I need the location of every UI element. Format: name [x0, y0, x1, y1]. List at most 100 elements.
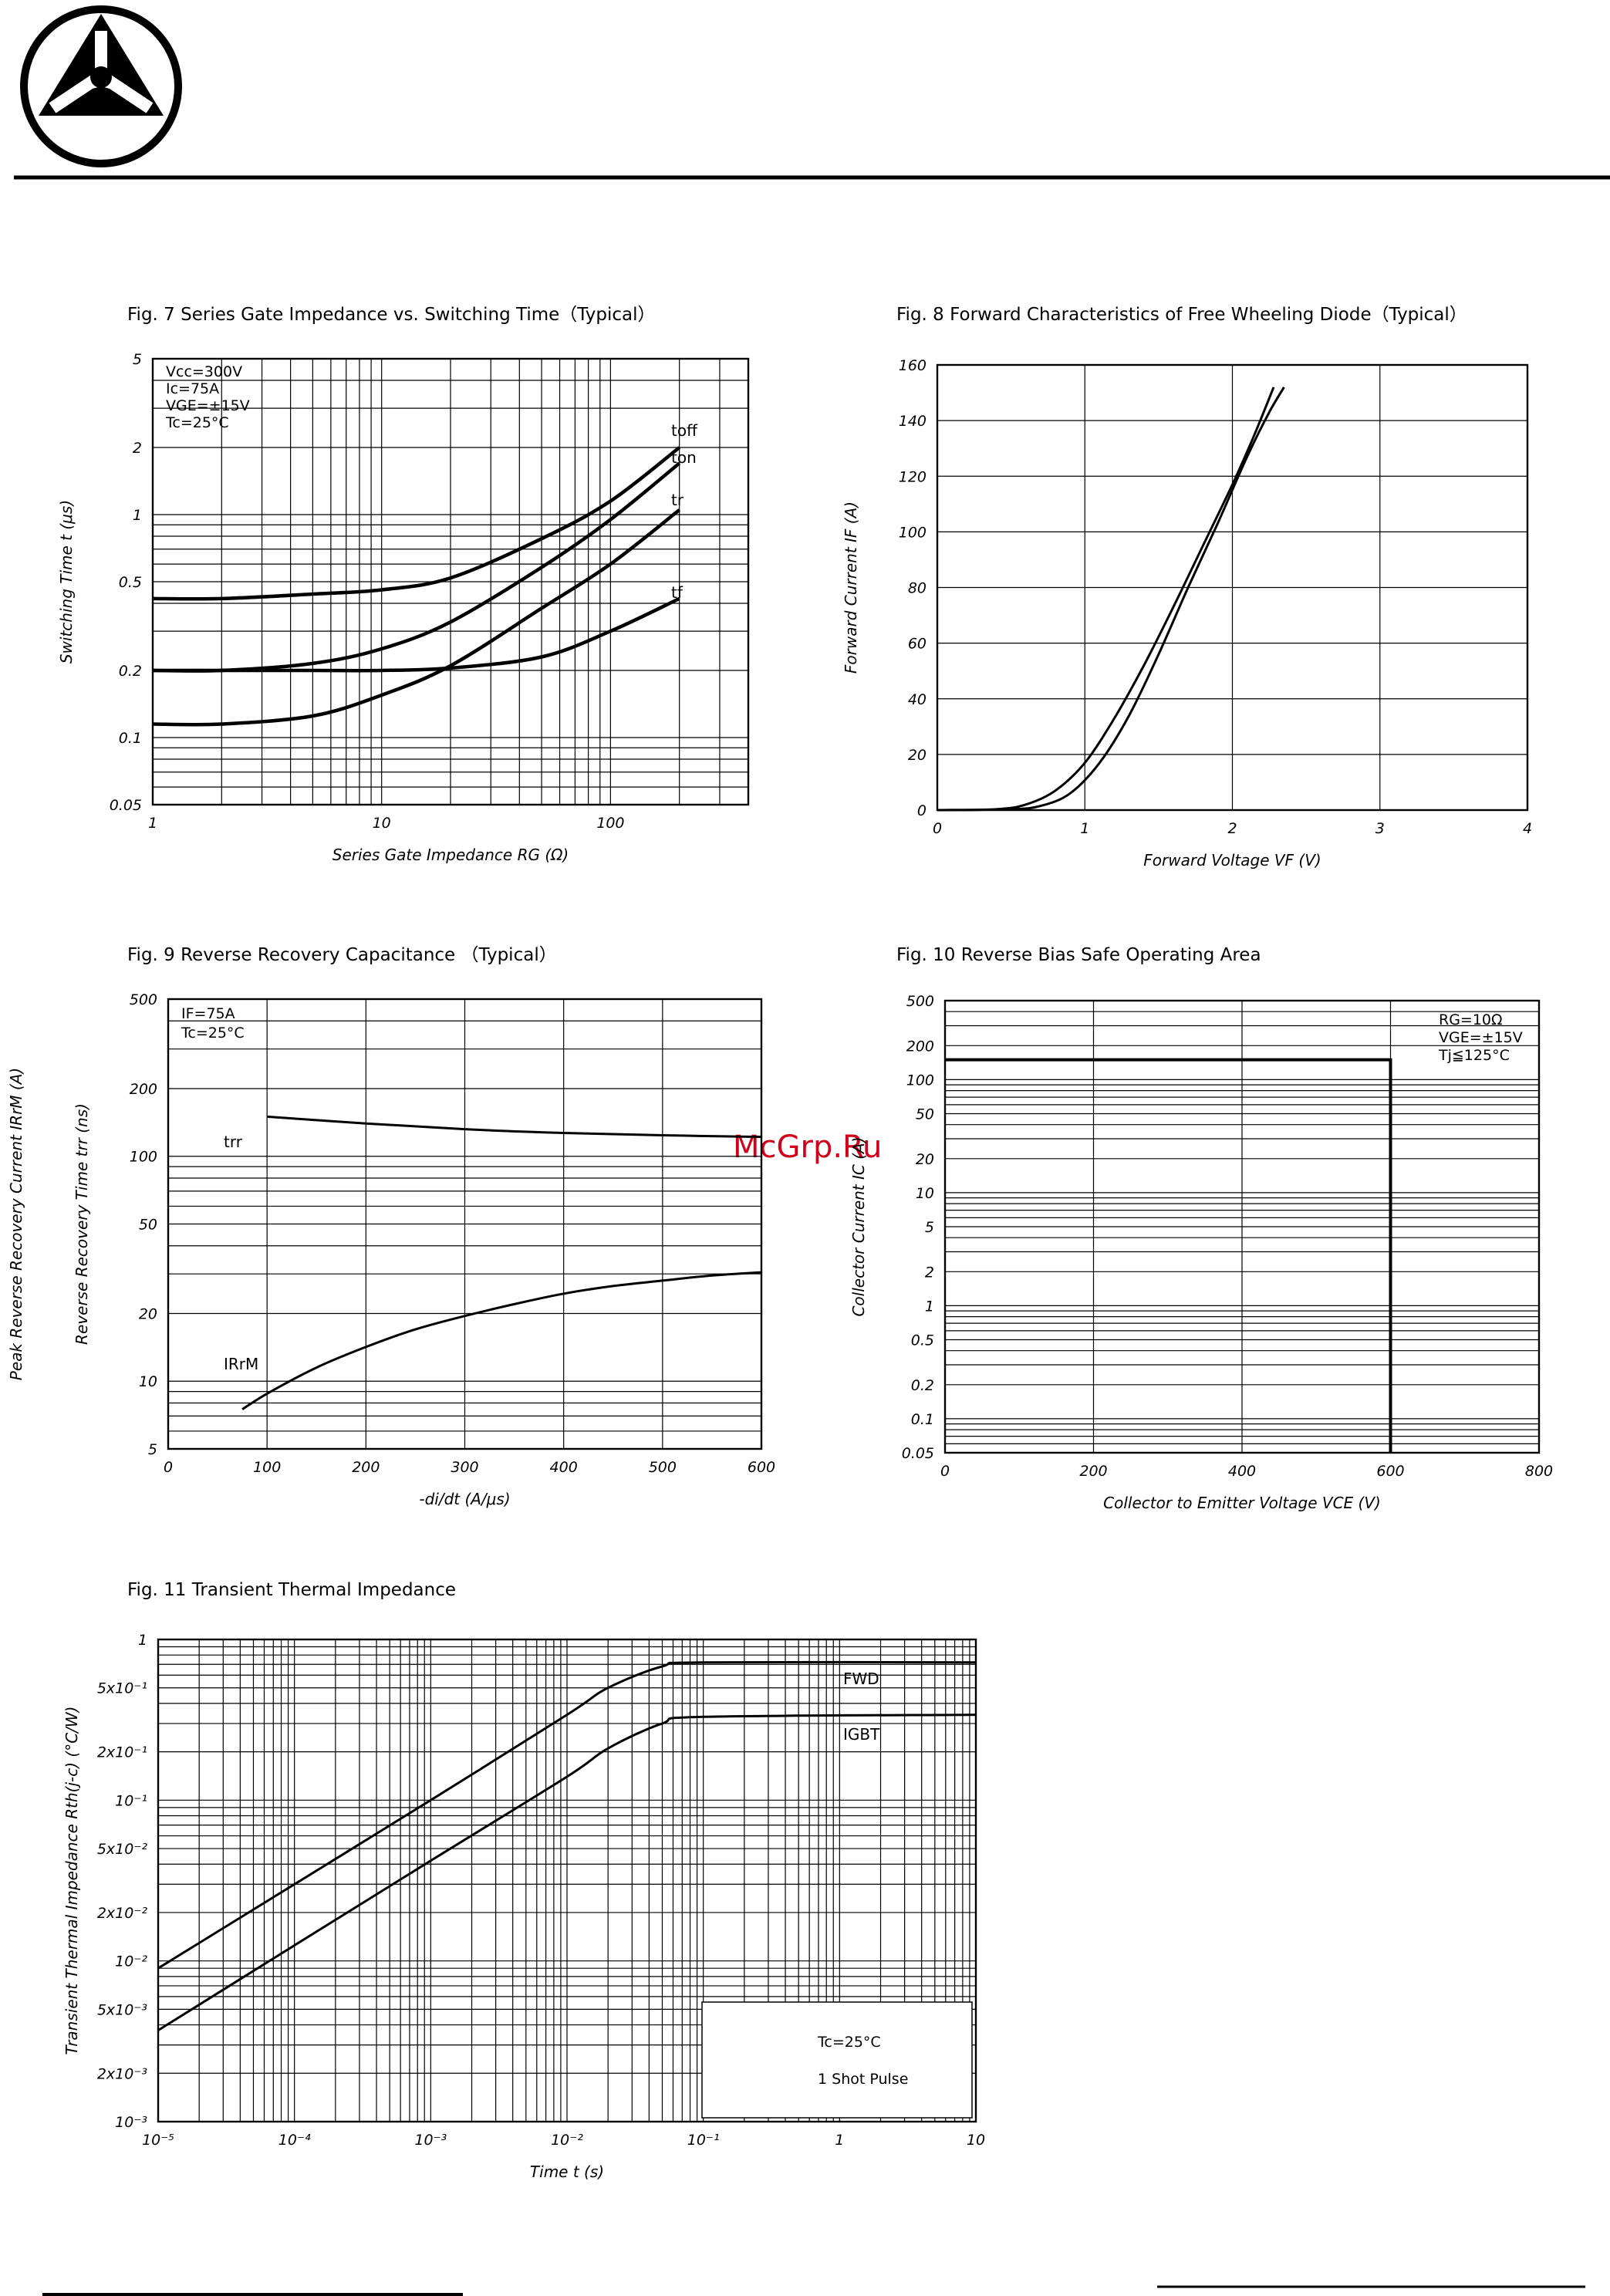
fig10-x-tick-label: 0 [940, 1463, 950, 1480]
fig11-x-axis-label: Time t (s) [530, 2163, 604, 2181]
fig7-condition: Vcc=300V [166, 363, 242, 380]
fig9-y-tick-label: 100 [130, 1149, 157, 1166]
fig11-condition: 1 Shot Pulse [818, 2071, 908, 2088]
fig11-x-tick-label: 10⁻⁴ [278, 2132, 311, 2149]
fig10-series-line-1 [945, 1058, 1392, 1453]
fig11-x-tick-label: 10⁻³ [414, 2132, 447, 2149]
fig10-y-tick-label: 0.2 [911, 1377, 934, 1394]
fig8-y-tick-label: 20 [908, 747, 927, 764]
fig7-x-tick-label: 100 [596, 815, 624, 832]
fig10-y-tick-label: 200 [906, 1038, 934, 1055]
watermark: McGrp.Ru [733, 1129, 882, 1165]
fig11-conditions-box [701, 2001, 973, 2119]
fig7-series-label: tr [671, 491, 684, 509]
fig10-y-tick-label: 0.05 [902, 1445, 934, 1462]
fig10-y-tick-label: 500 [906, 993, 934, 1010]
fig11-x-tick-label: 10⁻¹ [687, 2132, 720, 2149]
fig9-grid [167, 998, 762, 1450]
fig10-condition: Tj≦125°C [1438, 1047, 1510, 1064]
fig11-condition: Tc=25°C [817, 2034, 881, 2051]
fig8-y-tick-label: 60 [908, 636, 927, 653]
fig8-x-axis-label: Forward Voltage VF (V) [1143, 851, 1321, 869]
fig11-x-tick-label: 1 [835, 2132, 844, 2149]
fig11-plot-frame [157, 1638, 977, 2123]
fig7-title: Fig. 7 Series Gate Impedance vs. Switchi… [127, 305, 656, 325]
fig7-y-axis-label: Switching Time t (μs) [57, 500, 76, 663]
fig10-grid [944, 1000, 1540, 1454]
fig7-x-tick-label: 10 [373, 815, 391, 832]
fig9-y-axis-label: Reverse Recovery Time trr (ns) [73, 1103, 91, 1345]
fig8-x-tick-label: 1 [1080, 820, 1089, 837]
fig9-x-tick-label: 0 [164, 1459, 173, 1476]
fig10-plot-frame [943, 999, 1541, 1454]
fig9-y-tick-label: 20 [139, 1305, 157, 1322]
fig8-title: Fig. 8 Forward Characteristics of Free W… [896, 305, 1467, 325]
fig7-condition: Ic=75A [166, 380, 219, 397]
fig10-x-tick-label: 600 [1376, 1463, 1404, 1480]
fig7-series-label: tf [671, 583, 683, 602]
fig8-y-tick-label: 80 [908, 580, 927, 597]
fig11-y-tick-label: 1 [138, 1632, 147, 1649]
fig10-y-tick-label: 0.1 [911, 1411, 934, 1428]
fig9-condition: IF=75A [181, 1005, 235, 1022]
fig10-y-axis-label: Collector Current IC (A) [849, 1136, 868, 1316]
fig8-y-tick-label: 0 [917, 802, 927, 819]
fig7-y-tick-label: 0.1 [119, 730, 142, 747]
fig11-y-axis-label: Transient Thermal Impedance Rth(j-c) (°C… [62, 1707, 81, 2055]
fig7-condition: VGE=±15V [166, 397, 250, 414]
fig9-series-IRrM [241, 1271, 762, 1410]
fig7-grid [152, 358, 749, 805]
fig10-condition: VGE=±15V [1439, 1029, 1523, 1046]
fig10-x-axis-label: Collector to Emitter Voltage VCE (V) [1103, 1494, 1381, 1512]
fig11-x-tick-label: 10 [967, 2132, 985, 2149]
fig8-y-tick-label: 100 [899, 524, 927, 541]
fig9-x-axis-label: -di/dt (A/μs) [419, 1490, 510, 1508]
fig9-y-tick-label: 5 [148, 1441, 157, 1458]
fig11-series-FWD [157, 1660, 977, 1970]
fig10-y-tick-label: 0.5 [911, 1332, 934, 1349]
fig10-y-tick-label: 2 [925, 1264, 934, 1281]
fig10-x-tick-label: 400 [1228, 1463, 1256, 1480]
fig9-x-tick-label: 100 [253, 1459, 281, 1476]
fig11-y-tick-label: 5x10⁻¹ [97, 1680, 147, 1697]
fig10-y-tick-label: 100 [906, 1072, 934, 1089]
fig8-x-tick-label: 2 [1227, 820, 1237, 837]
fig9-x-tick-label: 600 [748, 1459, 775, 1476]
fig8-series-line-1 [937, 387, 1275, 812]
fig11-y-tick-label: 10⁻³ [115, 2114, 147, 2131]
fig11-series-label: FWD [843, 1670, 879, 1688]
fig11-y-tick-label: 10⁻¹ [115, 1792, 147, 1809]
fig11-y-tick-label: 5x10⁻³ [97, 2001, 147, 2018]
fig11-x-tick-label: 10⁻⁵ [142, 2132, 174, 2149]
fig9-y-tick-label: 200 [130, 1081, 157, 1098]
fig10-y-tick-label: 10 [916, 1185, 934, 1202]
fig9-x-tick-label: 300 [451, 1459, 478, 1476]
fig7-y-tick-label: 2 [133, 440, 142, 457]
fig7-series-label: ton [671, 448, 697, 467]
fig8-x-tick-label: 3 [1375, 820, 1385, 837]
company-logo [20, 5, 182, 167]
fig7-series-label: toff [671, 421, 698, 440]
fig10-condition: RG=10Ω [1439, 1011, 1503, 1028]
fig8-grid [937, 364, 1528, 811]
fig10-y-tick-label: 5 [925, 1219, 934, 1236]
fig8-plot-frame [936, 363, 1529, 812]
fig7-y-tick-label: 0.5 [119, 574, 142, 591]
fig9-y-tick-label: 10 [139, 1373, 157, 1390]
fig9-series-label: trr [224, 1133, 243, 1151]
fig7-series-tf [153, 596, 680, 673]
fig8-x-tick-label: 4 [1523, 820, 1532, 837]
fig9-series-trr [267, 1115, 762, 1139]
fig11-series-IGBT [157, 1714, 977, 2031]
fig10-x-tick-label: 200 [1079, 1463, 1107, 1480]
fig9-series-label: IRrM [224, 1355, 258, 1373]
fig7-chart: Fig. 7 Series Gate Impedance vs. Switchi… [57, 305, 750, 864]
charts-layer: Fig. 7 Series Gate Impedance vs. Switchi… [7, 305, 1553, 2181]
fig9-plot-frame [167, 998, 763, 1450]
fig9-condition: Tc=25°C [181, 1025, 245, 1042]
fig7-condition: Tc=25°C [165, 414, 229, 431]
fig9-x-tick-label: 200 [352, 1459, 380, 1476]
fig10-x-tick-label: 800 [1525, 1463, 1553, 1480]
